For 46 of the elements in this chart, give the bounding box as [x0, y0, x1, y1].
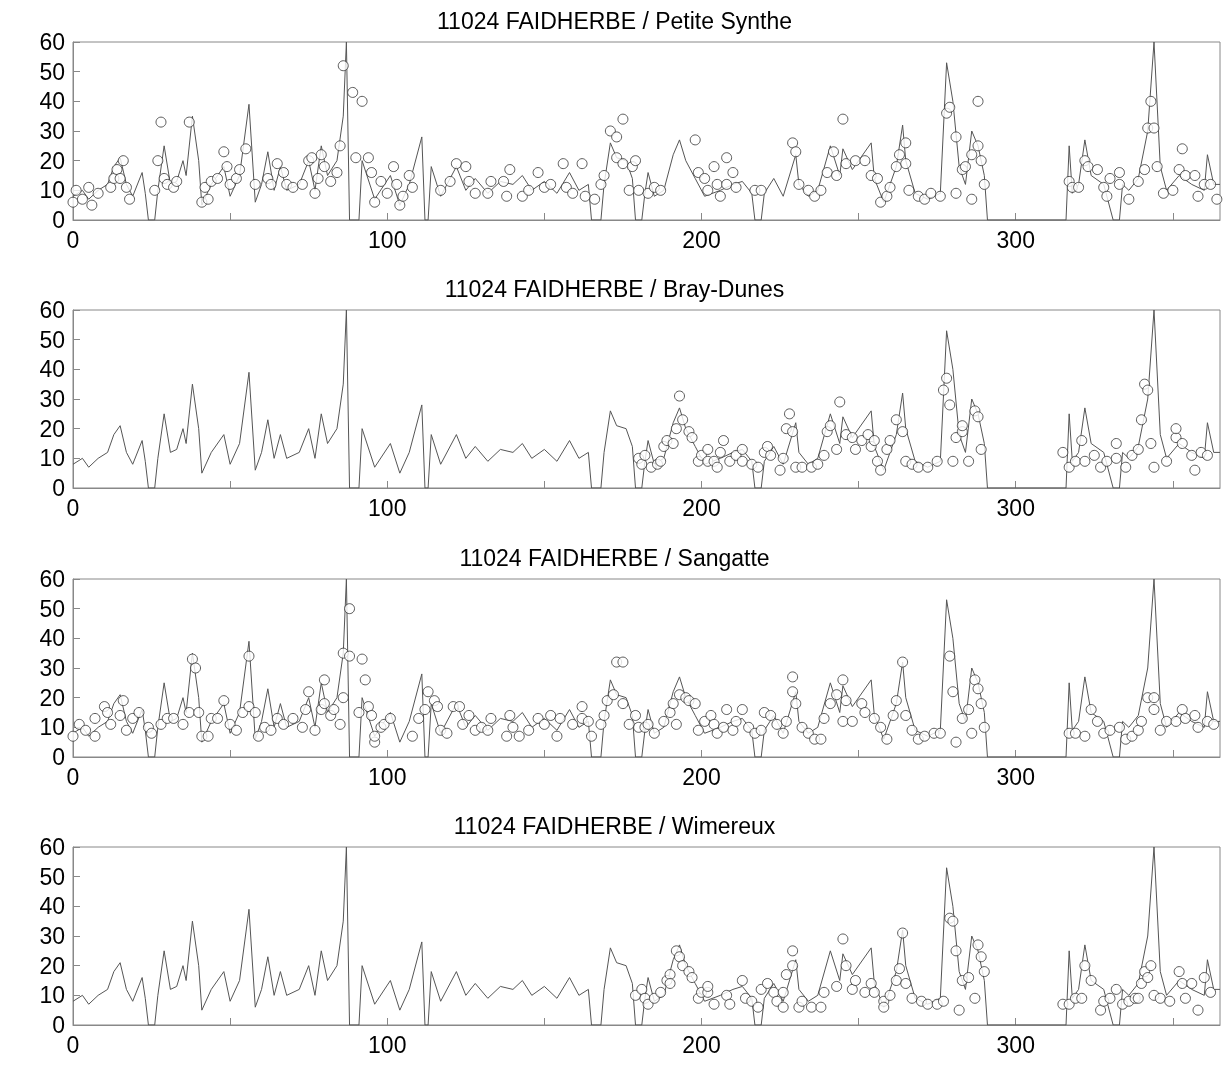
x-tick-label: 200: [682, 1031, 721, 1058]
chart-title: 11024 FAIDHERBE / Petite Synthe: [437, 7, 792, 34]
y-tick-label: 30: [39, 118, 65, 144]
y-tick-label: 20: [39, 684, 65, 711]
y-tick-label: 40: [39, 893, 65, 920]
y-tick-label: 40: [39, 624, 65, 651]
y-tick-label: 20: [39, 147, 65, 174]
chart-title: 11024 FAIDHERBE / Wimereux: [453, 812, 776, 839]
line-series: [72, 309, 1221, 489]
x-tick-label: 300: [996, 226, 1035, 253]
y-tick-label: 20: [39, 952, 65, 979]
y-tick-label: 10: [39, 982, 65, 1009]
y-tick-label: 0: [52, 475, 65, 502]
x-tick-label: 300: [996, 494, 1035, 521]
x-tick-label: 100: [368, 494, 407, 521]
y-tick-label: 50: [39, 326, 65, 353]
x-tick-label: 200: [682, 494, 721, 521]
x-tick-label: 200: [682, 763, 721, 789]
y-tick-label: 30: [39, 922, 65, 949]
chart-title: 11024 FAIDHERBE / Bray-Dunes: [444, 275, 785, 302]
y-tick-label: 20: [39, 415, 65, 442]
y-tick-label: 40: [39, 356, 65, 383]
y-tick-label: 10: [39, 713, 65, 740]
x-tick-label: 200: [682, 226, 721, 253]
y-tick-label: 60: [39, 833, 65, 860]
x-tick-label: 300: [996, 1031, 1035, 1058]
y-tick-label: 40: [39, 88, 65, 115]
y-tick-label: 50: [39, 58, 65, 85]
y-tick-label: 50: [39, 595, 65, 622]
x-tick-label: 100: [368, 1031, 407, 1058]
line-series: [72, 846, 1221, 1026]
y-tick-label: 0: [52, 743, 65, 770]
x-tick-label: 300: [996, 763, 1035, 789]
y-tick-label: 10: [39, 445, 65, 472]
y-tick-label: 30: [39, 386, 65, 413]
y-tick-label: 50: [39, 863, 65, 890]
chart-title: 11024 FAIDHERBE / Sangatte: [459, 544, 770, 570]
y-tick-label: 60: [39, 29, 65, 55]
y-tick-label: 60: [39, 565, 65, 592]
y-tick-label: 10: [39, 177, 65, 204]
y-tick-label: 0: [52, 1011, 65, 1038]
y-tick-label: 0: [52, 207, 65, 233]
y-tick-label: 60: [39, 297, 65, 324]
x-tick-label: 100: [368, 763, 407, 789]
x-tick-label: 100: [368, 226, 407, 253]
y-tick-label: 30: [39, 654, 65, 681]
